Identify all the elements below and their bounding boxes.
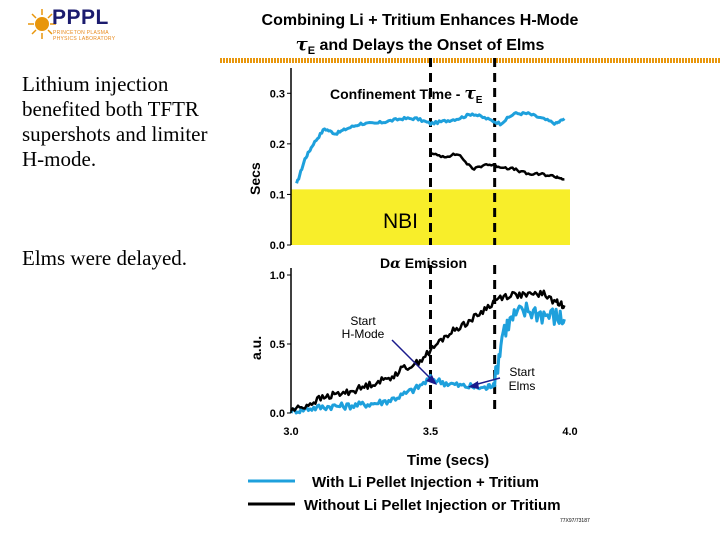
ytick-label-p1-0: 0.0 <box>270 240 285 252</box>
note-elms-delayed: Elms were delayed. <box>22 246 188 270</box>
reference-number: 77X97/73187 <box>560 518 590 524</box>
annotation-elms-line2: Elms <box>509 379 536 393</box>
bottom-panel-title-d: D <box>380 255 390 271</box>
ytick-label-p1-1: 0.1 <box>270 189 285 201</box>
series-p2-without-li <box>289 289 566 412</box>
xtick-label-2: 4.0 <box>562 426 577 438</box>
annotation-elms-line1: Start <box>509 365 535 379</box>
bottom-panel-y-label: a.u. <box>248 336 264 360</box>
legend: With Li Pellet Injection + Tritium Witho… <box>248 474 561 514</box>
xtick-label-0: 3.0 <box>283 426 298 438</box>
series-p1-without-li <box>429 152 565 181</box>
tau-symbol: τ <box>295 34 308 55</box>
header-divider <box>220 58 720 63</box>
nbi-label: NBI <box>383 210 418 233</box>
bottom-panel-title-text: Emission <box>401 255 467 271</box>
xtick-label-1: 3.5 <box>423 426 438 438</box>
ytick-label-p2-1: 0.5 <box>270 339 285 351</box>
legend-label-with-li: With Li Pellet Injection + Tritium <box>312 474 539 491</box>
series-p1-with-li <box>295 111 566 184</box>
ytick-label-p2-2: 1.0 <box>270 270 285 282</box>
legend-label-without-li: Without Li Pellet Injection or Tritium <box>304 497 561 514</box>
logo-subtitle-1: PRINCETON PLASMA <box>53 30 109 36</box>
d-alpha-emission-panel: 0.0 0.5 1.0 3.0 3.5 4.0 Dα Emission a.u. Sta… <box>248 255 578 469</box>
tau-subscript: E <box>307 45 316 58</box>
logo-text: PPPL <box>52 6 109 29</box>
title-line-2-text: and Delays the Onset of Elms <box>315 37 545 54</box>
annotation-elms-arrowhead <box>468 381 479 389</box>
bottom-panel-title: Dα Emission <box>380 255 467 272</box>
annotation-start-elms: Start Elms <box>468 365 535 393</box>
confinement-time-panel: NBI 0.0 0.1 0.2 0.3 Confinement Time - τE S… <box>247 58 570 252</box>
note-lithium-injection: Lithium injection benefited both TFTR su… <box>22 72 208 171</box>
top-panel-title-text: Confinement Time - <box>330 86 464 102</box>
ytick-label-p1-2: 0.2 <box>270 139 285 151</box>
top-panel-title: Confinement Time - τE <box>330 84 483 106</box>
annotation-h-mode-arrow <box>391 339 433 381</box>
logo-subtitle-2: PHYSICS LABORATORY <box>53 36 116 42</box>
annotation-start-h-mode: Start H-Mode <box>342 314 437 385</box>
top-panel-title-tau: τ <box>464 84 476 104</box>
bottom-panel-title-alpha: α <box>390 256 401 272</box>
series-p2-with-li <box>289 301 566 415</box>
annotation-h-mode-line1: Start <box>350 314 376 328</box>
pppl-logo <box>28 9 56 39</box>
ytick-label-p2-0: 0.0 <box>270 408 285 420</box>
top-panel-title-sub: E <box>476 95 483 106</box>
page-title-line-1: Combining Li + Tritium Enhances H-Mode <box>261 12 579 29</box>
annotation-h-mode-line2: H-Mode <box>342 327 385 341</box>
page-title-line-2: τE and Delays the Onset of Elms <box>200 34 640 57</box>
annotation-h-mode-arrowhead <box>426 375 437 385</box>
ytick-label-p1-3: 0.3 <box>270 88 285 100</box>
x-axis-label: Time (secs) <box>407 452 489 469</box>
sunburst-icon <box>28 9 56 39</box>
top-panel-y-label: Secs <box>247 162 263 195</box>
